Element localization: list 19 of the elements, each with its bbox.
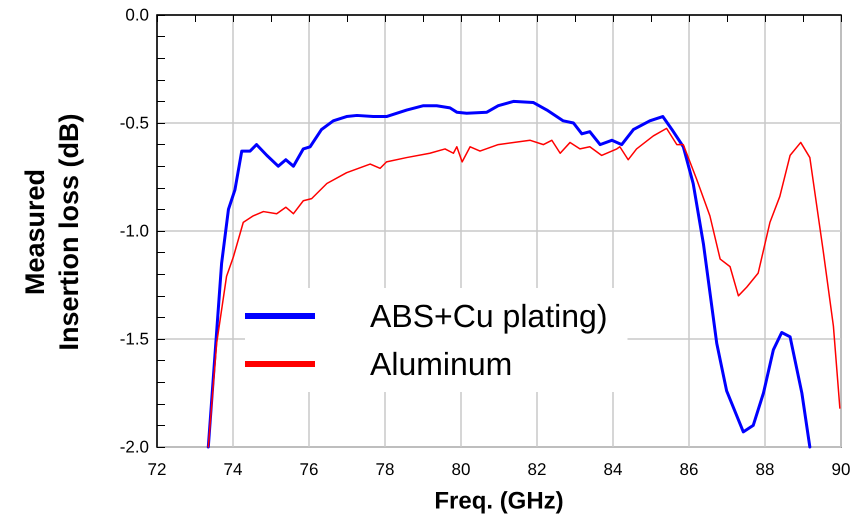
x-tick-label: 88 (756, 460, 774, 479)
x-tick-label: 76 (300, 460, 318, 479)
x-tick-label: 80 (452, 460, 470, 479)
x-axis-title: Freq. (GHz) (434, 488, 564, 514)
x-tick-label: 72 (148, 460, 166, 479)
y-tick-label: 0.0 (125, 6, 149, 24)
x-tick-label: 90 (832, 460, 850, 479)
y-tick-label: -1.0 (120, 222, 149, 240)
y-tick-label: -1.5 (120, 330, 149, 348)
y-tick-label: -2.0 (120, 438, 149, 456)
legend-label: Aluminum (370, 346, 512, 382)
x-tick-label: 84 (604, 460, 622, 479)
legend-label: ABS+Cu plating) (370, 298, 608, 334)
x-tick-label: 74 (224, 460, 242, 479)
y-tick-label: -0.5 (120, 114, 149, 132)
x-tick-label: 86 (680, 460, 698, 479)
x-tick-label: 82 (528, 460, 546, 479)
y-axis-title: Measured Insertion loss (dB) (20, 113, 84, 351)
x-tick-label: 78 (376, 460, 394, 479)
